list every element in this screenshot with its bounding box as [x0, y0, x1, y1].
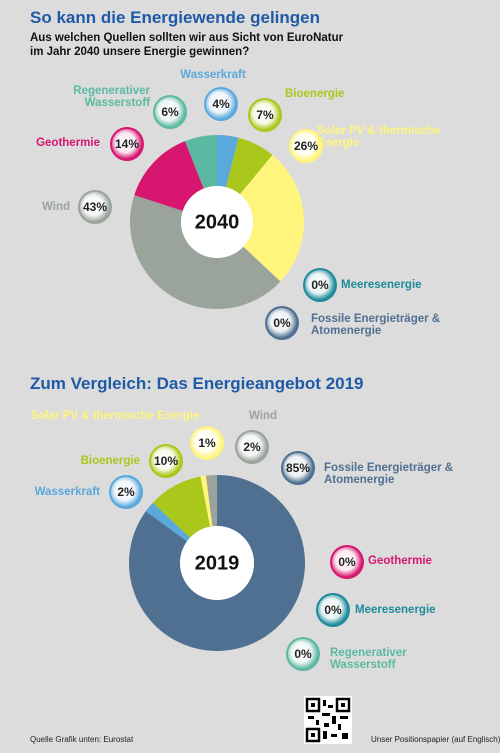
category-label: Regenerativer Wasserstoff: [330, 647, 407, 671]
category-label: Wasserkraft: [34, 486, 100, 498]
value-label: 6%: [161, 105, 179, 119]
value-bubble-shine: [291, 131, 321, 161]
value-bubble-shine: [80, 192, 110, 222]
value-label: 7%: [256, 108, 274, 122]
value-label: 0%: [311, 278, 329, 292]
donut-slice: [152, 476, 211, 538]
donut-slice: [217, 135, 239, 188]
value-label: 2%: [117, 485, 135, 499]
chart-subtitle: im Jahr 2040 unsere Energie gewinnen?: [30, 46, 250, 58]
value-bubble-shine: [267, 308, 297, 338]
category-label: Wasserkraft: [180, 69, 246, 81]
category-label: Geothermie: [368, 555, 432, 567]
chart-title: So kann die Energiewende gelingen: [30, 8, 321, 27]
value-label: 10%: [154, 454, 178, 468]
category-label: Solar PV & thermische Energie: [30, 410, 200, 422]
donut-slice: [129, 475, 305, 651]
value-bubble-shine: [192, 428, 222, 458]
donut-slice: [184, 135, 217, 189]
category-label: Geothermie: [36, 137, 100, 149]
donut-slice: [134, 141, 204, 211]
category-label: Bioenergie: [80, 455, 140, 467]
donut-slice: [145, 502, 191, 542]
center-label: 2019: [195, 552, 240, 574]
value-label: 4%: [212, 97, 230, 111]
category-label: Fossile Energieträger & Atomenergie: [324, 462, 454, 486]
category-label: Regenerativer Wasserstoff: [73, 85, 150, 109]
value-bubble-shine: [288, 639, 318, 669]
value-label: 14%: [115, 137, 139, 151]
chart-subtitle: Aus welchen Quellen sollten wir aus Sich…: [30, 32, 344, 44]
value-bubble-shine: [206, 89, 236, 119]
category-label: Fossile Energieträger & Atomenergie: [311, 313, 441, 337]
category-label: Meeresenergie: [355, 604, 436, 616]
value-label: 43%: [83, 200, 107, 214]
value-bubble-shine: [112, 129, 142, 159]
center-label: 2040: [195, 211, 240, 233]
chart-title: Zum Vergleich: Das Energieangebot 2019: [30, 374, 364, 393]
category-label: Bioenergie: [285, 88, 345, 100]
value-label: 2%: [243, 440, 261, 454]
donut-hole: [180, 526, 254, 600]
value-label: 26%: [294, 139, 318, 153]
donut-slice: [205, 475, 217, 527]
value-bubble-shine: [151, 446, 181, 476]
value-bubble-shine: [305, 270, 335, 300]
value-bubble-shine: [237, 432, 267, 462]
value-bubble-shine: [332, 547, 362, 577]
value-bubble-shine: [155, 97, 185, 127]
donut-slice: [239, 154, 304, 282]
value-bubble-shine: [318, 595, 348, 625]
qr-code[interactable]: [304, 696, 352, 744]
donut-slice: [130, 195, 281, 309]
category-label: Meeresenergie: [341, 279, 422, 291]
donut-hole: [181, 186, 253, 258]
source-note: Quelle Grafik unten: Eurostat: [30, 735, 134, 744]
value-label: 0%: [324, 603, 342, 617]
value-label: 0%: [338, 555, 356, 569]
value-label: 85%: [286, 461, 310, 475]
value-bubble-shine: [111, 477, 141, 507]
value-label: 0%: [294, 647, 312, 661]
category-label: Wind: [249, 410, 277, 422]
value-label: 0%: [273, 316, 291, 330]
value-label: 1%: [198, 436, 216, 450]
paper-link[interactable]: Unser Positionspapier (auf Englisch): [371, 735, 500, 744]
value-bubble-shine: [283, 453, 313, 483]
value-bubble-shine: [250, 100, 280, 130]
donut-slice: [200, 475, 213, 527]
donut-slice: [225, 137, 273, 195]
category-label: Wind: [42, 201, 70, 213]
category-label: Solar PV & thermische Energie: [317, 125, 441, 149]
